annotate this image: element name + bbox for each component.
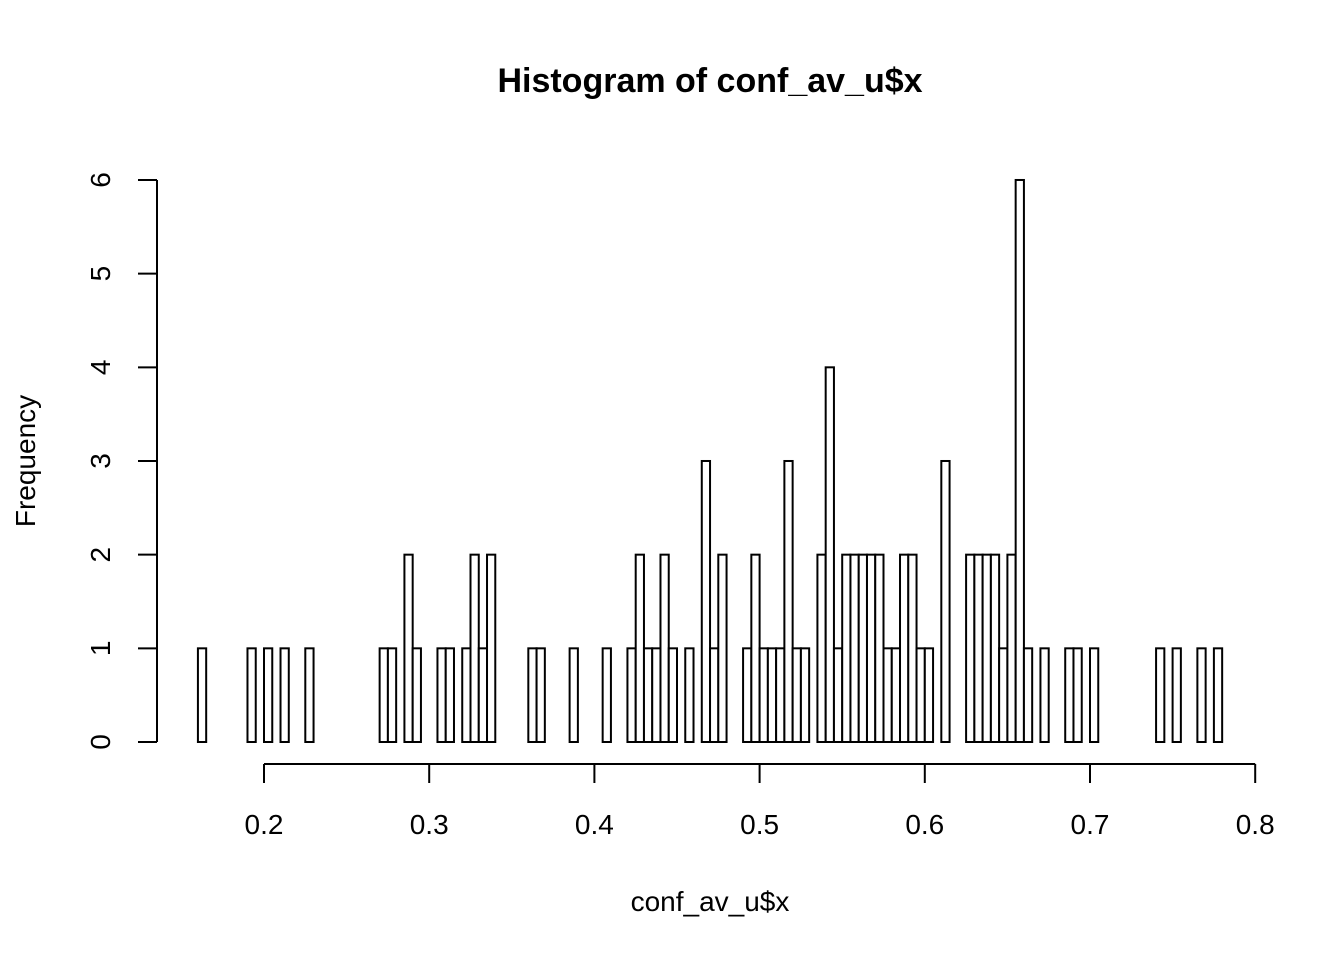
- histogram-bar: [568, 647, 579, 744]
- histogram-bar: [642, 647, 654, 744]
- y-axis: 0 1 2 3 4 5 6: [85, 172, 158, 750]
- histogram-bar: [626, 647, 637, 744]
- histogram-bar: [766, 647, 778, 744]
- histogram-bar: [667, 647, 678, 744]
- y-tick-label: 6: [85, 172, 116, 188]
- histogram-bar: [832, 647, 844, 744]
- histogram-bar: [907, 553, 918, 743]
- histogram-bar: [899, 553, 910, 743]
- histogram-bar: [634, 553, 645, 743]
- histogram-bar: [1022, 647, 1034, 744]
- histogram-bar: [263, 647, 274, 744]
- chart-title: Histogram of conf_av_u$x: [497, 62, 922, 100]
- y-tick-label: 2: [85, 547, 116, 563]
- x-tick-label: 0.7: [1071, 809, 1110, 840]
- histogram-bar: [758, 647, 769, 744]
- x-tick-label: 0.6: [905, 809, 944, 840]
- histogram-bar: [998, 647, 1009, 744]
- histogram-bar: [436, 647, 447, 744]
- histogram-bar: [684, 647, 695, 744]
- y-tick-label: 4: [85, 360, 116, 376]
- histogram-bar: [915, 647, 926, 744]
- y-axis-label: Frequency: [10, 395, 41, 527]
- histogram-bar: [527, 647, 538, 744]
- histogram-bar: [477, 647, 489, 744]
- x-tick-label: 0.8: [1236, 809, 1275, 840]
- bars-group: [196, 178, 1224, 744]
- y-tick-label: 1: [85, 641, 116, 657]
- histogram-bar: [1089, 647, 1100, 744]
- histogram-bar: [783, 459, 794, 743]
- histogram-bar: [1171, 647, 1182, 744]
- x-tick-label: 0.4: [575, 809, 614, 840]
- histogram-bar: [1039, 647, 1050, 744]
- y-tick-label: 0: [85, 734, 116, 750]
- histogram-bar: [444, 647, 455, 744]
- histogram-bar: [973, 553, 984, 743]
- histogram-bar: [940, 459, 951, 743]
- histogram-bar: [709, 647, 720, 744]
- histogram-bar: [742, 647, 753, 744]
- histogram-bar: [1196, 647, 1207, 744]
- histogram-bar: [461, 647, 472, 744]
- histogram-bar: [1212, 647, 1224, 744]
- histogram-bar: [700, 459, 712, 743]
- histogram-bar: [601, 647, 612, 744]
- histogram-bar: [1014, 178, 1025, 744]
- x-tick-label: 0.5: [740, 809, 779, 840]
- histogram-bar: [196, 647, 208, 744]
- histogram-bar: [923, 647, 935, 744]
- histogram-bar: [386, 647, 398, 744]
- histogram-bar: [1064, 647, 1075, 744]
- histogram-bar: [717, 553, 728, 743]
- histogram-bar: [841, 553, 852, 743]
- histogram-bar: [469, 553, 480, 743]
- histogram-bar: [775, 647, 786, 744]
- histogram-bar: [874, 553, 885, 743]
- histogram-bar: [651, 647, 662, 744]
- histogram-bar: [279, 647, 290, 744]
- histogram-bar: [981, 553, 992, 743]
- histogram-bar: [890, 647, 902, 744]
- histogram-bar: [659, 553, 670, 743]
- x-tick-label: 0.2: [245, 809, 284, 840]
- histogram-bar: [1006, 553, 1017, 743]
- y-tick-label: 3: [85, 453, 116, 469]
- histogram-bar: [799, 647, 811, 744]
- histogram-bar: [965, 553, 976, 743]
- histogram-bar: [1155, 647, 1166, 744]
- histogram-bar: [882, 647, 893, 744]
- histogram-bar: [403, 553, 414, 743]
- histogram-bar: [750, 553, 761, 743]
- histogram-bar: [411, 647, 422, 744]
- x-tick-label: 0.3: [410, 809, 449, 840]
- x-axis-label: conf_av_u$x: [631, 886, 790, 917]
- y-tick-label: 5: [85, 266, 116, 282]
- histogram-bar: [1072, 647, 1083, 744]
- x-axis: 0.2 0.3 0.4 0.5 0.6 0.7 0.8: [245, 763, 1275, 840]
- histogram-bar: [824, 366, 835, 743]
- histogram-bar: [535, 647, 546, 744]
- histogram-bar: [246, 647, 257, 744]
- histogram-bar: [865, 553, 877, 743]
- histogram-bar: [989, 553, 1001, 743]
- histogram-bar: [849, 553, 860, 743]
- histogram-bar: [378, 647, 389, 744]
- histogram-bar: [857, 553, 868, 743]
- histogram-bar: [791, 647, 802, 744]
- histogram-bar: [816, 553, 827, 743]
- histogram-bar: [486, 553, 497, 743]
- histogram-bar: [304, 647, 315, 744]
